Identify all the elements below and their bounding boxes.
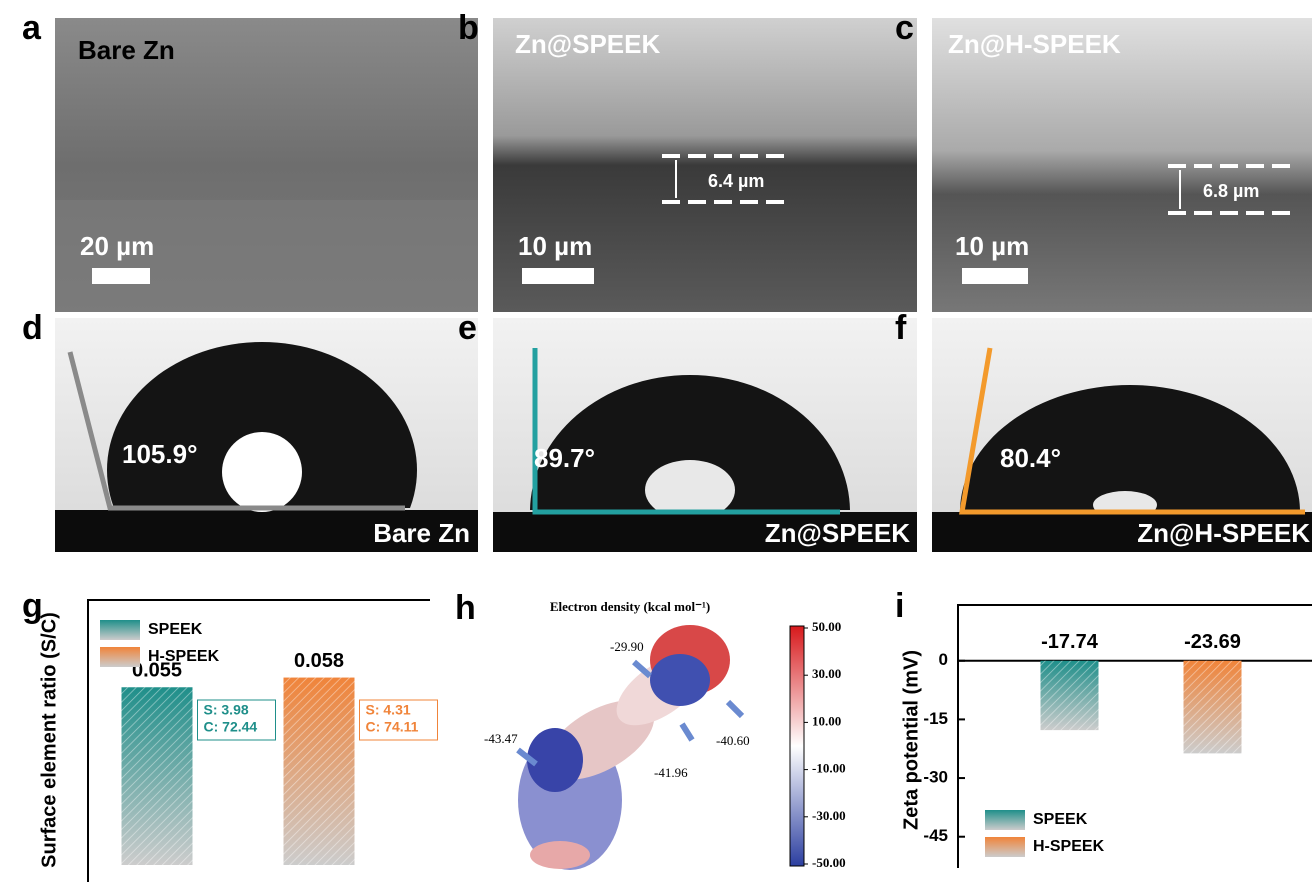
thickness-label: 6.4 µm: [708, 171, 764, 191]
annotation: C: 74.11: [366, 719, 419, 735]
colorbar-label: -50.00: [812, 855, 846, 870]
sample-label: Zn@SPEEK: [765, 518, 910, 548]
scale-bar: [962, 268, 1028, 284]
y-tick-label: -15: [923, 709, 948, 728]
value-label: -23.69: [1184, 631, 1241, 653]
contact-angle: 105.9°: [122, 439, 197, 469]
panel-letter: f: [895, 309, 907, 347]
sample-label: Zn@H-SPEEK: [948, 29, 1121, 59]
colorbar-label: 50.00: [812, 619, 841, 634]
contact-angle: 89.7°: [534, 443, 595, 473]
panel-letter: a: [22, 9, 42, 47]
panel-letter: b: [458, 9, 479, 47]
panel-letter: h: [455, 589, 476, 627]
scale-text: 10 µm: [518, 231, 592, 261]
bar-hatch: [122, 687, 193, 865]
y-axis-label: Surface element ratio (S/C): [38, 612, 60, 868]
thickness-label: 6.8 µm: [1203, 181, 1259, 201]
colorbar-label: -10.00: [812, 761, 846, 776]
value-label: -17.74: [1041, 631, 1099, 653]
esp-label: -29.90: [610, 639, 644, 654]
y-axis-label: Zeta potential (mV): [900, 650, 922, 830]
legend-swatch: [100, 647, 140, 667]
panel-letter: e: [458, 309, 477, 347]
annotation: C: 72.44: [204, 719, 258, 735]
colorbar-label: 10.00: [812, 713, 841, 728]
scale-text: 10 µm: [955, 231, 1029, 261]
figure: a b c Bare Zn Zn@SPEEK Zn@H-SPEEK 20 µm …: [0, 0, 1312, 882]
sem-image: [493, 18, 917, 312]
annotation: S: 3.98: [204, 702, 249, 718]
y-tick-label: 0: [939, 650, 948, 669]
sample-label: Bare Zn: [373, 518, 470, 548]
panel-letter: i: [895, 587, 904, 625]
bar-hatch: [1184, 661, 1242, 754]
y-tick-label: -30: [923, 768, 948, 787]
legend-label: SPEEK: [1033, 811, 1088, 828]
annotation: S: 4.31: [366, 702, 411, 718]
legend-label: SPEEK: [148, 621, 203, 638]
panel-letter: d: [22, 309, 43, 347]
bar-hatch: [284, 678, 355, 865]
contact-angle: 80.4°: [1000, 443, 1061, 473]
esp-label: -41.96: [654, 765, 688, 780]
legend-label: H-SPEEK: [1033, 838, 1105, 855]
sample-label: Bare Zn: [78, 35, 175, 65]
legend-swatch: [100, 620, 140, 640]
sample-label: Zn@H-SPEEK: [1137, 518, 1310, 548]
scale-bar: [522, 268, 594, 284]
molecule-surface: [518, 625, 730, 870]
colorbar-label: 30.00: [812, 666, 841, 681]
droplet-highlight: [222, 432, 302, 512]
h-title: Electron density (kcal mol⁻¹): [550, 599, 710, 614]
panel-letter: c: [895, 9, 914, 47]
colorbar-label: -30.00: [812, 808, 846, 823]
colorbar: [790, 626, 804, 866]
scale-text: 20 µm: [80, 231, 154, 261]
sample-label: Zn@SPEEK: [515, 29, 660, 59]
esp-label: -43.47: [484, 731, 518, 746]
legend-label: H-SPEEK: [148, 648, 220, 665]
legend-swatch: [985, 837, 1025, 857]
esp-label: -40.60: [716, 733, 750, 748]
bar-hatch: [1041, 661, 1099, 730]
scale-bar: [92, 268, 150, 284]
y-tick-label: -45: [923, 826, 948, 845]
value-label: 0.058: [294, 650, 344, 672]
legend-swatch: [985, 810, 1025, 830]
